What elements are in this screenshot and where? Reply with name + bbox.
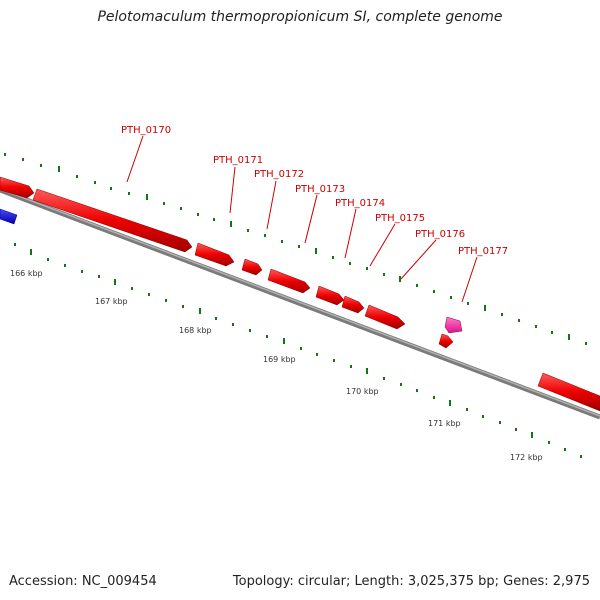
- gene-feature[interactable]: [537, 372, 600, 412]
- label-leaders: [126, 135, 478, 303]
- gene-feature-pth-0170[interactable]: [32, 188, 193, 253]
- gene-label-pth-0176[interactable]: PTH_0176: [415, 229, 465, 240]
- accession-text: Accession: NC_009454: [9, 574, 157, 589]
- scale-label: 167 kbp: [95, 297, 128, 306]
- map-title: Pelotomaculum thermopropionicum SI, comp…: [97, 9, 503, 25]
- inner-tick-row: [14, 243, 582, 458]
- scale-label: 171 kbp: [428, 419, 461, 428]
- scale-label: 169 kbp: [263, 355, 296, 364]
- gene-feature-pth-0171[interactable]: [194, 242, 235, 267]
- gene-label-pth-0177[interactable]: PTH_0177: [458, 246, 508, 257]
- scale-label: 172 kbp: [510, 453, 543, 462]
- gene-label-pth-0173[interactable]: PTH_0173: [295, 184, 345, 195]
- genome-backbone: [0, 187, 600, 420]
- gene-feature[interactable]: [0, 176, 35, 199]
- gene-feature-pth-0177[interactable]: [444, 316, 463, 334]
- gene-feature[interactable]: [438, 333, 454, 349]
- gene-feature-pth-0175[interactable]: [341, 295, 365, 314]
- gene-label-pth-0170[interactable]: PTH_0170: [121, 125, 171, 136]
- gene-label-pth-0172[interactable]: PTH_0172: [254, 169, 304, 180]
- gene-feature-pth-0172[interactable]: [241, 258, 263, 276]
- gene-feature-pth-0173[interactable]: [267, 268, 311, 294]
- gene-features: [0, 176, 600, 412]
- genome-backbone-highlight: [0, 188, 600, 417]
- scale-label: 168 kbp: [179, 326, 212, 335]
- gene-feature-pth-0176[interactable]: [364, 304, 406, 330]
- gene-feature-pth-0174[interactable]: [315, 285, 345, 306]
- gene-feature[interactable]: [0, 208, 18, 225]
- scale-label: 170 kbp: [346, 387, 379, 396]
- outer-tick-row: [4, 153, 587, 345]
- gene-label-pth-0175[interactable]: PTH_0175: [375, 213, 425, 224]
- topology-text: Topology: circular; Length: 3,025,375 bp…: [232, 574, 590, 589]
- gene-label-pth-0174[interactable]: PTH_0174: [335, 198, 385, 209]
- gene-label-pth-0171[interactable]: PTH_0171: [213, 155, 263, 166]
- scale-label: 166 kbp: [10, 269, 43, 278]
